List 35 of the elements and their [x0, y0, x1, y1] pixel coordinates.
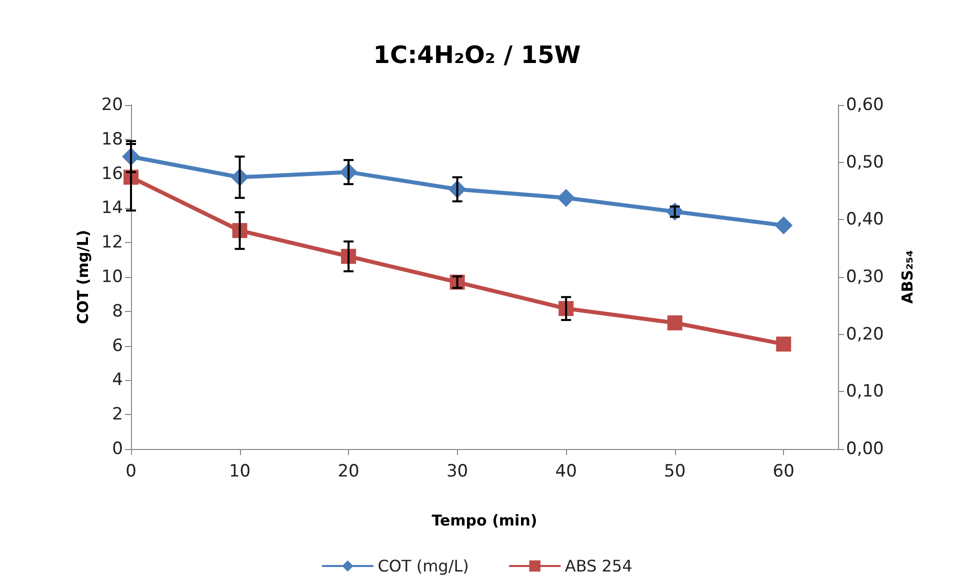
y-tick-label: 8	[112, 301, 123, 322]
y-tick-label: 0	[112, 439, 123, 459]
y2-tick-label: 0,30	[846, 267, 884, 287]
x-tick-label: 20	[338, 462, 360, 482]
x-tick-label: 60	[772, 462, 794, 482]
y-axis-title: COT (mg/L)	[74, 230, 92, 324]
y2-tick-label: 0,20	[846, 324, 884, 344]
y2-tick-label: 0,00	[846, 439, 884, 459]
y2-tick-label: 0,10	[846, 382, 884, 402]
y-tick-label: 20	[101, 95, 123, 115]
legend-label: COT (mg/L)	[378, 556, 469, 576]
y-tick-label: 16	[101, 164, 123, 184]
y-tick-label: 18	[101, 129, 123, 150]
y-tick-label: 2	[112, 404, 123, 425]
x-tick-label: 30	[446, 462, 468, 482]
point	[774, 216, 793, 234]
x-tick-label: 50	[664, 462, 686, 482]
y2-tick-label: 0,50	[846, 152, 884, 172]
legend-label: ABS 254	[564, 556, 632, 576]
point	[557, 188, 576, 207]
y-tick-label: 10	[101, 267, 123, 287]
y2-tick-label: 0,60	[846, 95, 884, 115]
point	[667, 315, 682, 330]
x-axis-title: Tempo (min)	[432, 512, 538, 530]
x-tick-label: 10	[228, 462, 251, 482]
y-tick-label: 4	[112, 370, 123, 390]
point	[776, 336, 792, 352]
y-tick-label: 12	[101, 232, 123, 253]
y2-axis-title: ABS₂₅₄	[898, 250, 916, 304]
x-tick-label: 0	[126, 462, 136, 482]
x-tick-label: 40	[555, 462, 577, 482]
chart-title: 1C:4H₂O₂ / 15W	[373, 41, 581, 69]
y-tick-label: 14	[101, 198, 123, 218]
y2-tick-label: 0,40	[846, 210, 884, 230]
y-tick-label: 6	[112, 336, 123, 356]
